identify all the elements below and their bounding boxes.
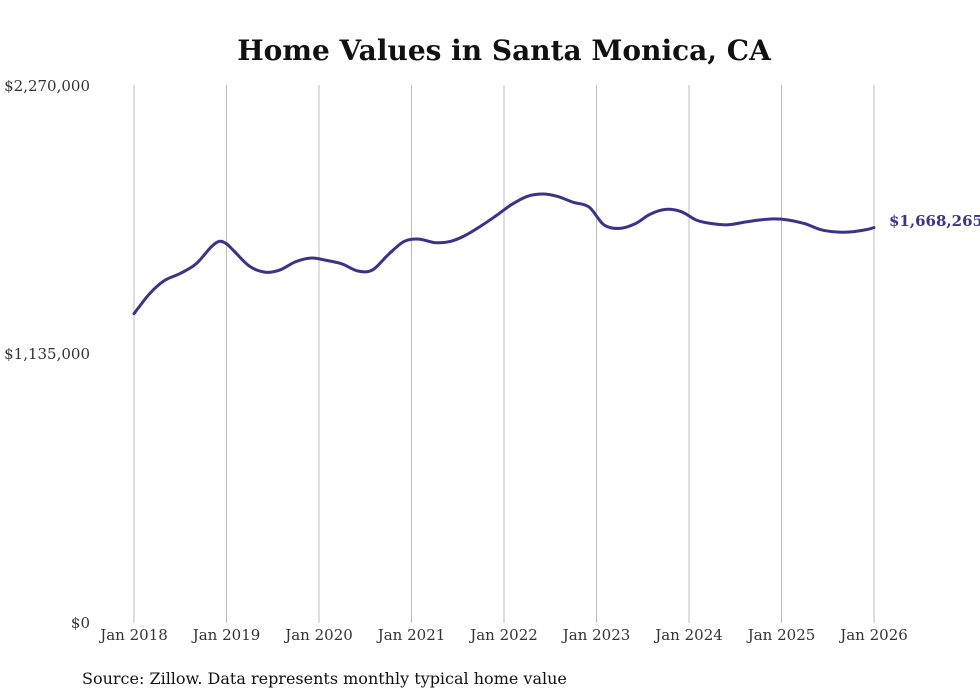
y-axis-ticks: $0 $1,135,000 $2,270,000: [4, 77, 90, 632]
y-tick-label: $2,270,000: [4, 77, 90, 95]
gridlines: [133, 85, 875, 623]
x-tick-label: Jan 2022: [468, 626, 538, 644]
x-tick-label: Jan 2025: [746, 626, 816, 644]
x-tick-label: Jan 2019: [191, 626, 261, 644]
x-tick-label: Jan 2024: [653, 626, 723, 644]
y-tick-label: $1,135,000: [4, 345, 90, 363]
source-note: Source: Zillow. Data represents monthly …: [82, 669, 567, 688]
y-tick-label: $0: [71, 614, 90, 632]
chart-title: Home Values in Santa Monica, CA: [237, 34, 772, 67]
x-tick-label: Jan 2021: [376, 626, 446, 644]
x-tick-label: Jan 2023: [561, 626, 631, 644]
end-value-label: $1,668,265: [889, 212, 980, 230]
x-axis-ticks: Jan 2018 Jan 2019 Jan 2020 Jan 2021 Jan 2022…: [98, 626, 908, 644]
x-tick-label: Jan 2020: [283, 626, 353, 644]
x-tick-label: Jan 2018: [98, 626, 168, 644]
home-value-series-line: [132, 192, 876, 316]
x-tick-label: Jan 2026: [838, 626, 908, 644]
